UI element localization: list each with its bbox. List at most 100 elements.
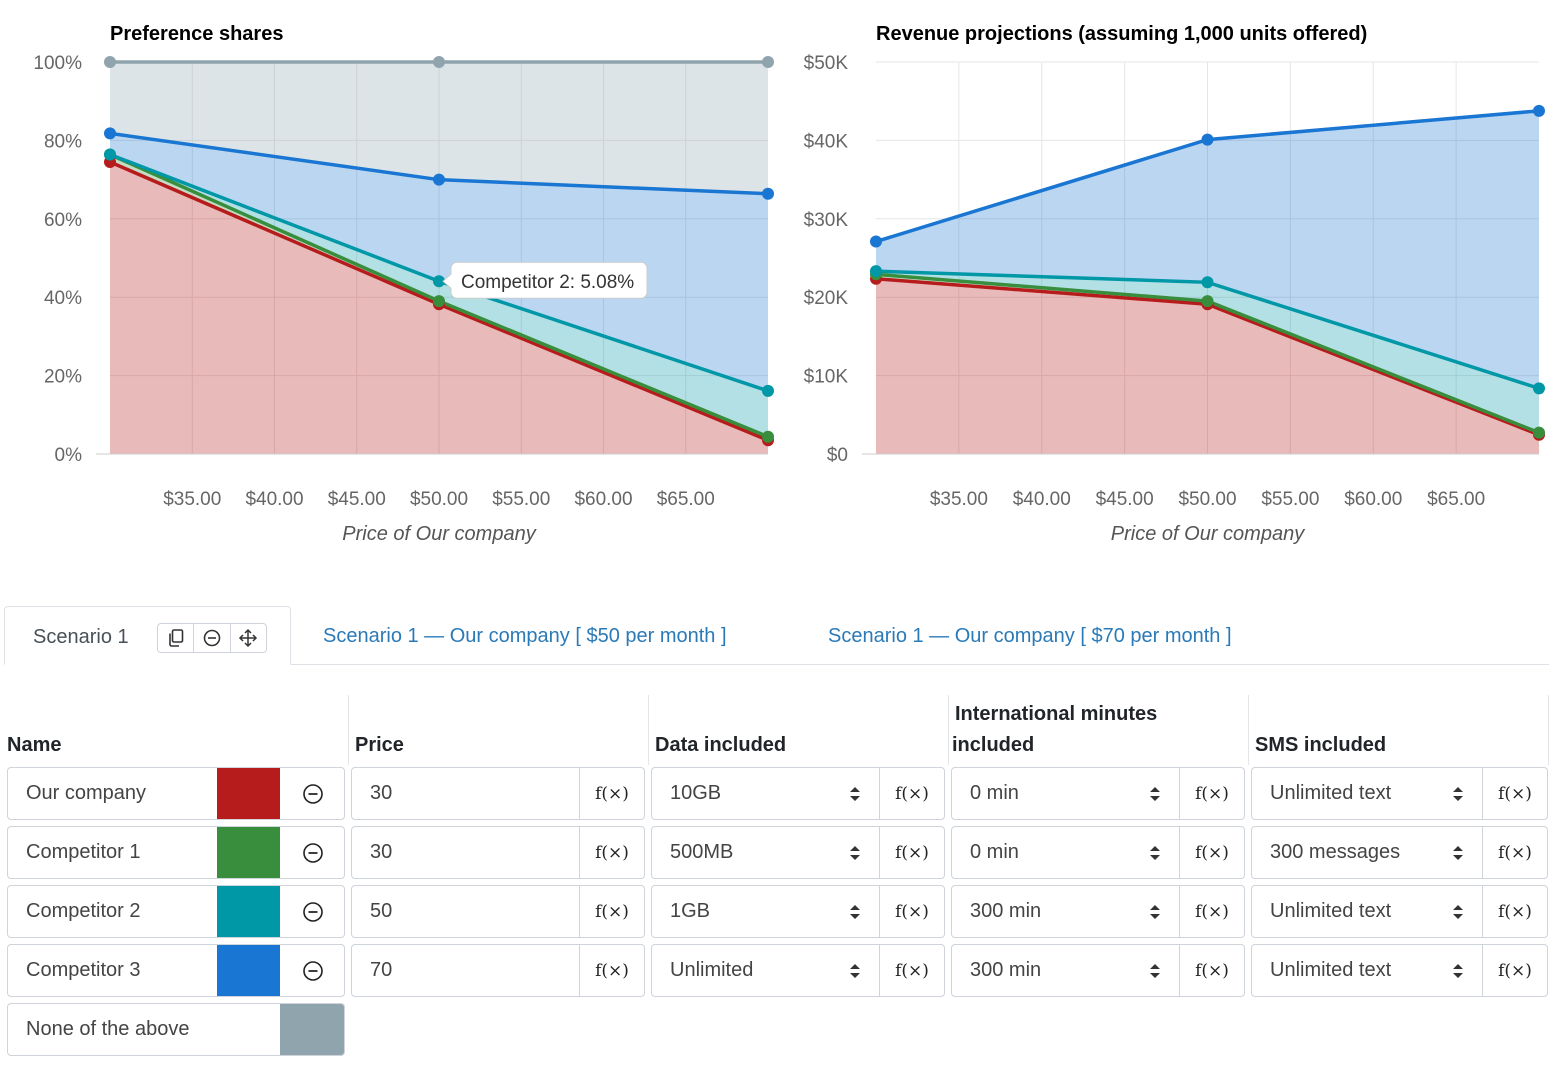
color-swatch[interactable] — [217, 886, 280, 937]
data-select[interactable]: 500MB f(×) — [651, 826, 945, 879]
alternative-name: Competitor 2 — [26, 900, 141, 922]
alternative-name: Competitor 3 — [26, 959, 141, 981]
minus-circle-icon — [302, 901, 323, 922]
move-scenario-button[interactable] — [231, 624, 266, 652]
intl-minutes-select[interactable]: 300 min f(×) — [951, 885, 1245, 938]
name-field[interactable]: Our company — [7, 767, 345, 820]
area-3 — [876, 110, 1539, 389]
tab-scenario-1[interactable]: Scenario 1 — [4, 606, 291, 665]
select-caret-icon — [1150, 905, 1160, 919]
move-icon — [239, 628, 258, 648]
y-tick-label: $40K — [804, 131, 849, 152]
function-button[interactable]: f(×) — [579, 886, 644, 937]
header-name: Name — [7, 734, 62, 756]
tab-scenario-70[interactable]: Scenario 1 — Our company [ $70 per month… — [828, 625, 1232, 647]
function-button[interactable]: f(×) — [1482, 827, 1547, 878]
data-point — [762, 56, 774, 68]
x-tick-label: $55.00 — [492, 489, 550, 510]
data-point — [104, 127, 116, 140]
function-button[interactable]: f(×) — [879, 886, 944, 937]
column-divider — [1548, 695, 1549, 765]
intl-value: 300 min — [970, 900, 1042, 922]
sms-select[interactable]: Unlimited text f(×) — [1251, 944, 1548, 997]
price-value: 70 — [370, 959, 393, 981]
function-button[interactable]: f(×) — [579, 827, 644, 878]
function-button[interactable]: f(×) — [579, 768, 644, 819]
intl-value: 300 min — [970, 959, 1042, 981]
column-divider — [348, 695, 349, 765]
remove-scenario-button[interactable] — [194, 624, 231, 652]
function-button[interactable]: f(×) — [1482, 945, 1547, 996]
remove-row-button[interactable] — [280, 768, 344, 819]
remove-row-button[interactable] — [280, 886, 344, 937]
select-caret-icon — [850, 964, 860, 978]
x-tick-label: $45.00 — [1096, 489, 1154, 510]
select-caret-icon — [850, 905, 860, 919]
price-value: 30 — [370, 782, 393, 804]
minus-circle-icon — [302, 960, 323, 981]
price-input[interactable]: 70 f(×) — [351, 944, 645, 997]
remove-row-button[interactable] — [280, 945, 344, 996]
data-select[interactable]: 1GB f(×) — [651, 885, 945, 938]
data-point — [104, 148, 116, 161]
header-intl-line1: International minutes — [955, 703, 1158, 725]
x-tick-label: $35.00 — [930, 489, 988, 510]
function-button[interactable]: f(×) — [879, 768, 944, 819]
function-button[interactable]: f(×) — [1179, 768, 1244, 819]
data-point — [870, 235, 882, 248]
function-button[interactable]: f(×) — [579, 945, 644, 996]
function-button[interactable]: f(×) — [1482, 886, 1547, 937]
color-swatch[interactable] — [217, 945, 280, 996]
data-point — [1201, 133, 1214, 146]
none-of-the-above-field[interactable]: None of the above — [7, 1003, 345, 1056]
copy-icon — [168, 629, 183, 647]
scenario-actions — [157, 623, 267, 653]
x-tick-label: $60.00 — [1344, 489, 1402, 510]
x-axis-title: Price of Our company — [342, 523, 536, 545]
remove-row-button[interactable] — [280, 827, 344, 878]
data-point — [433, 173, 445, 186]
function-button[interactable]: f(×) — [879, 827, 944, 878]
color-swatch[interactable] — [217, 827, 280, 878]
y-tick-label: $20K — [804, 288, 849, 309]
x-tick-label: $60.00 — [574, 489, 632, 510]
function-button[interactable]: f(×) — [1179, 886, 1244, 937]
y-tick-label: 0% — [55, 445, 83, 466]
select-caret-icon — [850, 787, 860, 801]
select-caret-icon — [1453, 964, 1463, 978]
data-select[interactable]: 10GB f(×) — [651, 767, 945, 820]
function-button[interactable]: f(×) — [1179, 945, 1244, 996]
area-0 — [876, 278, 1539, 454]
price-input[interactable]: 30 f(×) — [351, 767, 645, 820]
intl-minutes-select[interactable]: 300 min f(×) — [951, 944, 1245, 997]
color-swatch[interactable] — [280, 1004, 344, 1055]
price-input[interactable]: 50 f(×) — [351, 885, 645, 938]
copy-scenario-button[interactable] — [158, 624, 195, 652]
data-point — [1533, 104, 1545, 117]
name-field[interactable]: Competitor 2 — [7, 885, 345, 938]
function-button[interactable]: f(×) — [1179, 827, 1244, 878]
sms-select[interactable]: Unlimited text f(×) — [1251, 767, 1548, 820]
tab-scenario-1-label: Scenario 1 — [33, 626, 129, 648]
header-intl-line2: included — [952, 734, 1035, 756]
tab-scenario-50[interactable]: Scenario 1 — Our company [ $50 per month… — [323, 625, 727, 647]
name-field[interactable]: Competitor 1 — [7, 826, 345, 879]
data-point — [762, 384, 774, 397]
sms-select[interactable]: Unlimited text f(×) — [1251, 885, 1548, 938]
function-button[interactable]: f(×) — [879, 945, 944, 996]
data-select[interactable]: Unlimited f(×) — [651, 944, 945, 997]
sms-select[interactable]: 300 messages f(×) — [1251, 826, 1548, 879]
data-point — [870, 265, 882, 278]
intl-minutes-select[interactable]: 0 min f(×) — [951, 767, 1245, 820]
y-tick-label: 20% — [44, 367, 82, 388]
name-field[interactable]: Competitor 3 — [7, 944, 345, 997]
price-input[interactable]: 30 f(×) — [351, 826, 645, 879]
color-swatch[interactable] — [217, 768, 280, 819]
revenue-projections-svg: Revenue projections (assuming 1,000 unit… — [804, 23, 1545, 545]
sms-value: 300 messages — [1270, 841, 1401, 863]
data-value: Unlimited — [670, 959, 754, 981]
select-caret-icon — [1453, 787, 1463, 801]
header-sms: SMS included — [1255, 734, 1387, 756]
function-button[interactable]: f(×) — [1482, 768, 1547, 819]
intl-minutes-select[interactable]: 0 min f(×) — [951, 826, 1245, 879]
